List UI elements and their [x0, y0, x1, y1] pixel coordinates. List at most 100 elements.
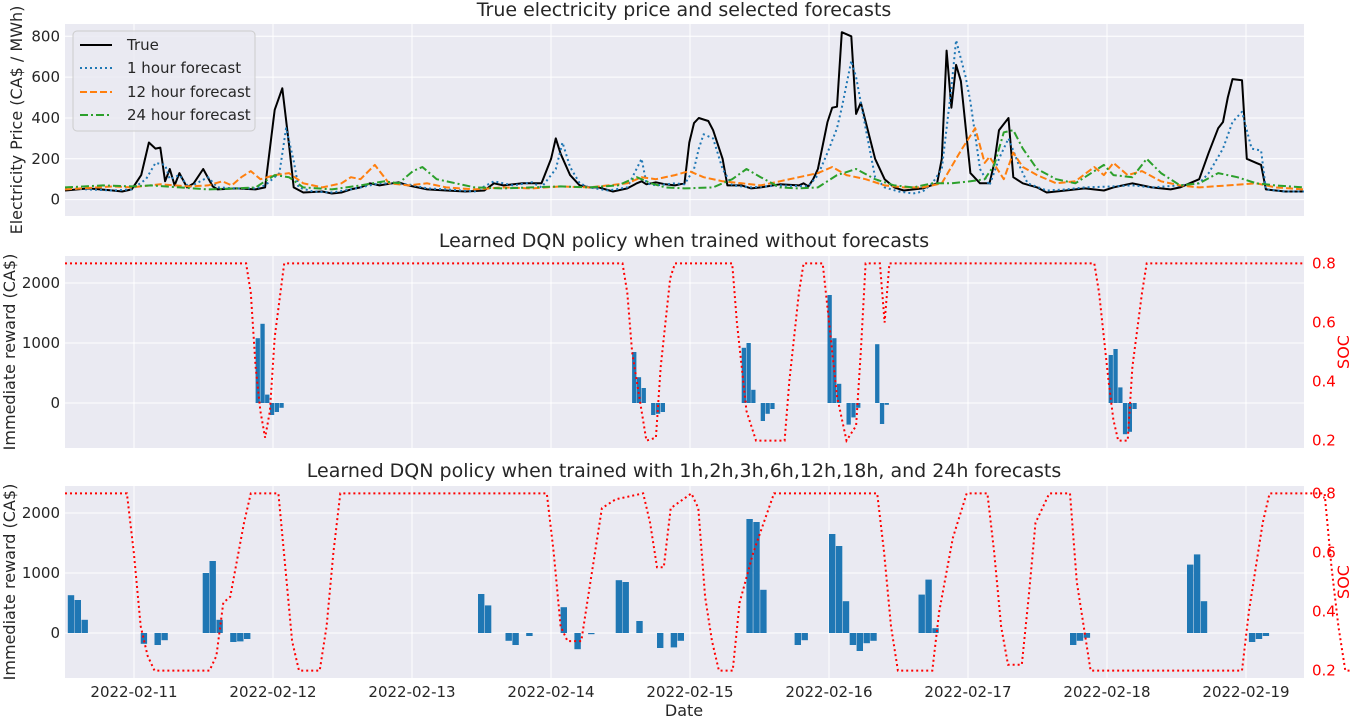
reward-bar-p2-2 — [265, 394, 270, 403]
reward-bar-p3-27 — [753, 522, 760, 633]
reward-bar-p3-37 — [870, 633, 877, 641]
tick-labels: 2022-02-11 2022-02-12 2022-02-13 2022-02-14… — [22, 27, 1336, 701]
reward-bar-p2-32 — [1132, 403, 1137, 409]
reward-bar-p3-30 — [801, 633, 808, 641]
reward-bar-p3-11 — [244, 633, 251, 639]
reward-bar-p3-47 — [1248, 633, 1256, 642]
reward-bar-p3-16 — [526, 633, 533, 636]
reward-bar-p3-42 — [1076, 633, 1084, 641]
reward-bar-p3-39 — [925, 579, 932, 633]
reward-bar-p2-7 — [636, 377, 642, 403]
xtick-label-2: 2022-02-13 — [368, 683, 455, 701]
reward-bar-p2-5 — [279, 403, 284, 408]
reward-bar-p3-48 — [1255, 633, 1263, 639]
reward-bar-p3-13 — [484, 605, 492, 633]
reward-bar-p3-19 — [588, 633, 595, 635]
ytick-p2-1000: 1000 — [22, 334, 60, 352]
reward-bar-p3-36 — [863, 633, 870, 644]
reward-bar-p3-8 — [216, 619, 223, 633]
reward-bar-p2-27 — [1108, 355, 1113, 403]
panel-3-ylabel-right: SOC — [1334, 565, 1352, 599]
ytick-p1-400: 400 — [31, 109, 60, 127]
reward-bar-p3-40 — [932, 628, 939, 633]
reward-bar-p3-46 — [1200, 601, 1208, 633]
reward-bar-p2-24 — [875, 344, 880, 403]
panel-2-ylabel: Immediate reward (CA$) — [0, 254, 19, 451]
reward-bar-p2-30 — [1122, 403, 1128, 435]
reward-bar-p3-22 — [636, 621, 643, 633]
reward-bar-p3-29 — [794, 633, 801, 645]
xtick-label-0: 2022-02-11 — [90, 683, 177, 701]
xlabel: Date — [665, 701, 703, 719]
reward-bar-p3-7 — [209, 561, 216, 633]
reward-bar-p3-32 — [835, 546, 843, 633]
reward-bar-p2-15 — [760, 403, 765, 421]
reward-bar-p3-26 — [746, 519, 753, 633]
reward-bar-p2-17 — [770, 403, 775, 409]
reward-bar-p2-14 — [751, 389, 756, 403]
xtick-label-6: 2022-02-17 — [924, 683, 1011, 701]
reward-bar-p2-10 — [655, 403, 661, 414]
reward-bar-p3-38 — [918, 594, 925, 633]
panel-3-ylabel: Immediate reward (CA$) — [0, 484, 19, 681]
xtick-label-5: 2022-02-16 — [785, 683, 872, 701]
xtick-label-8: 2022-02-19 — [1202, 683, 1289, 701]
reward-bar-p3-24 — [670, 633, 678, 648]
ytick-p1-0: 0 — [50, 191, 60, 209]
reward-bar-p3-33 — [842, 601, 850, 633]
reward-bar-p3-6 — [202, 573, 210, 633]
reward-bar-p3-45 — [1193, 554, 1201, 633]
ytick-p2-0: 0 — [50, 394, 60, 412]
panel-1-title: True electricity price and selected fore… — [476, 0, 892, 21]
reward-bar-p2-3 — [269, 403, 275, 415]
reward-bar-p3-17 — [560, 607, 567, 633]
reward-bar-p3-34 — [849, 633, 857, 645]
reward-bar-p3-2 — [81, 619, 88, 633]
panel-2-ylabel-right: SOC — [1334, 335, 1352, 369]
reward-bar-p2-23 — [856, 403, 861, 408]
reward-bar-p2-0 — [255, 338, 260, 403]
reward-bar-p3-0 — [67, 595, 75, 633]
ytick-right-p2-0.2: 0.2 — [1312, 432, 1336, 450]
reward-bar-p3-41 — [1070, 633, 1077, 645]
reward-bar-p3-21 — [622, 582, 629, 633]
reward-bar-p3-12 — [478, 594, 485, 633]
ytick-p3-2000: 2000 — [22, 504, 60, 522]
reward-bar-p2-8 — [641, 388, 646, 403]
reward-bar-p2-11 — [660, 403, 665, 412]
ytick-right-p3-0.8: 0.8 — [1312, 484, 1336, 502]
ytick-right-p2-0.4: 0.4 — [1312, 373, 1336, 391]
reward-bar-p2-26 — [884, 403, 889, 405]
xtick-label-7: 2022-02-18 — [1063, 683, 1150, 701]
reward-bar-p2-29 — [1118, 387, 1123, 403]
reward-bar-p2-28 — [1113, 349, 1118, 403]
reward-bar-p2-1 — [260, 323, 265, 403]
reward-bar-p3-9 — [230, 633, 237, 642]
ytick-right-p3-0.2: 0.2 — [1312, 662, 1336, 680]
reward-bar-p3-35 — [856, 633, 863, 651]
xtick-label-1: 2022-02-12 — [229, 683, 316, 701]
panel-2-background — [65, 256, 1304, 448]
ytick-p1-800: 800 — [31, 27, 60, 45]
reward-bar-p3-31 — [829, 534, 836, 633]
panel-1-ylabel: Electricity Price (CA$ / MWh) — [7, 6, 26, 235]
reward-bar-p2-9 — [651, 403, 656, 415]
gridlines — [65, 24, 1304, 678]
legend-label-24h: 24 hour forecast — [127, 106, 251, 124]
reward-bar-p3-3 — [140, 633, 148, 644]
reward-bar-p3-14 — [505, 633, 512, 641]
ytick-p3-0: 0 — [50, 624, 60, 642]
legend-label-12h: 12 hour forecast — [127, 83, 251, 101]
ytick-right-p2-0.8: 0.8 — [1312, 254, 1336, 272]
panel-3-title: Learned DQN policy when trained with 1h,… — [307, 460, 1061, 482]
ytick-p2-2000: 2000 — [22, 274, 60, 292]
reward-bar-p3-49 — [1262, 633, 1270, 636]
reward-bar-p3-25 — [677, 633, 684, 641]
ytick-right-p2-0.6: 0.6 — [1312, 313, 1336, 331]
reward-bar-p3-4 — [154, 633, 161, 645]
ytick-right-p3-0.4: 0.4 — [1312, 603, 1336, 621]
reward-bar-p2-13 — [746, 343, 751, 403]
reward-bar-p2-16 — [765, 403, 770, 414]
reward-bar-p2-4 — [274, 403, 279, 412]
